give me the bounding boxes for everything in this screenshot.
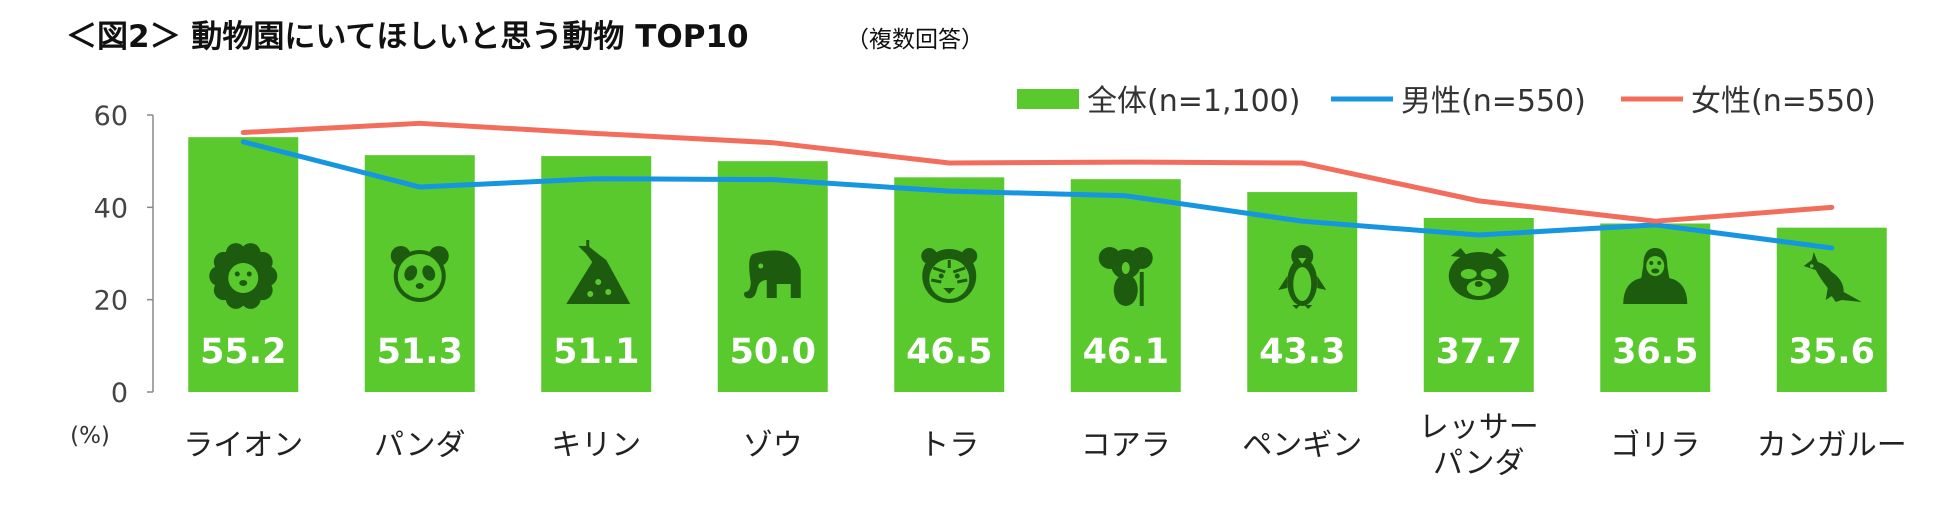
data-label: 46.1: [1083, 332, 1169, 372]
y-tick-label: 40: [94, 193, 128, 224]
category-label: パンダ: [1433, 446, 1525, 481]
category-label: カンガルー: [1757, 428, 1907, 463]
legend-label: 男性(n=550): [1401, 84, 1586, 119]
y-axis: 0 20 40 60: [94, 101, 154, 409]
category-label: キリン: [551, 428, 641, 463]
panda-icon: [390, 246, 449, 302]
data-label: 35.6: [1789, 332, 1875, 372]
data-label: 36.5: [1612, 332, 1698, 372]
category-label: ゾウ: [743, 428, 803, 463]
chart-title: ＜図2＞ 動物園にいてほしいと思う動物 TOP10: [66, 19, 749, 55]
data-labels: 55.2 51.3 51.1 50.0 46.5 46.1 43.3 37.7 36.5 35.6: [200, 332, 1875, 372]
series-line: [240, 139, 1835, 251]
lion-icon: [209, 243, 278, 309]
chart-subtitle: （複数回答）: [846, 27, 984, 53]
series-line: [240, 120, 1835, 224]
red-panda-icon: [1448, 248, 1509, 300]
unit-label: (%): [70, 423, 110, 449]
data-label: 46.5: [906, 332, 992, 372]
koala-icon: [1098, 247, 1153, 306]
y-tick-label: 0: [111, 378, 128, 409]
tiger-icon: [921, 248, 978, 303]
animal-icons: [209, 240, 1862, 309]
legend-label: 全体(n=1,100): [1087, 84, 1300, 119]
data-label: 51.1: [553, 332, 639, 372]
data-label: 55.2: [200, 332, 286, 372]
legend: 全体(n=1,100) 男性(n=550) 女性(n=550): [1017, 84, 1876, 119]
line-series: [240, 120, 1835, 251]
category-label: コアラ: [1081, 428, 1171, 463]
y-tick-label: 60: [94, 101, 128, 132]
y-tick-label: 20: [94, 286, 128, 317]
giraffe-icon: [566, 240, 631, 304]
category-label: レッサー: [1419, 410, 1539, 445]
elephant-icon: [744, 250, 801, 299]
category-label: パンダ: [374, 428, 466, 463]
data-label: 43.3: [1259, 332, 1345, 372]
penguin-icon: [1278, 245, 1327, 309]
category-label: トラ: [919, 428, 979, 463]
bar: [1423, 217, 1534, 392]
bar: [1776, 227, 1887, 392]
gorilla-icon: [1623, 248, 1688, 304]
data-label: 50.0: [730, 332, 816, 372]
kangaroo-icon: [1803, 252, 1862, 302]
category-label: ペンギン: [1242, 428, 1362, 463]
category-label: ゴリラ: [1610, 428, 1700, 463]
legend-swatch: [1017, 89, 1079, 109]
category-label: ライオン: [183, 428, 303, 463]
legend-label: 女性(n=550): [1691, 84, 1876, 119]
data-label: 51.3: [377, 332, 463, 372]
data-label: 37.7: [1436, 332, 1522, 372]
